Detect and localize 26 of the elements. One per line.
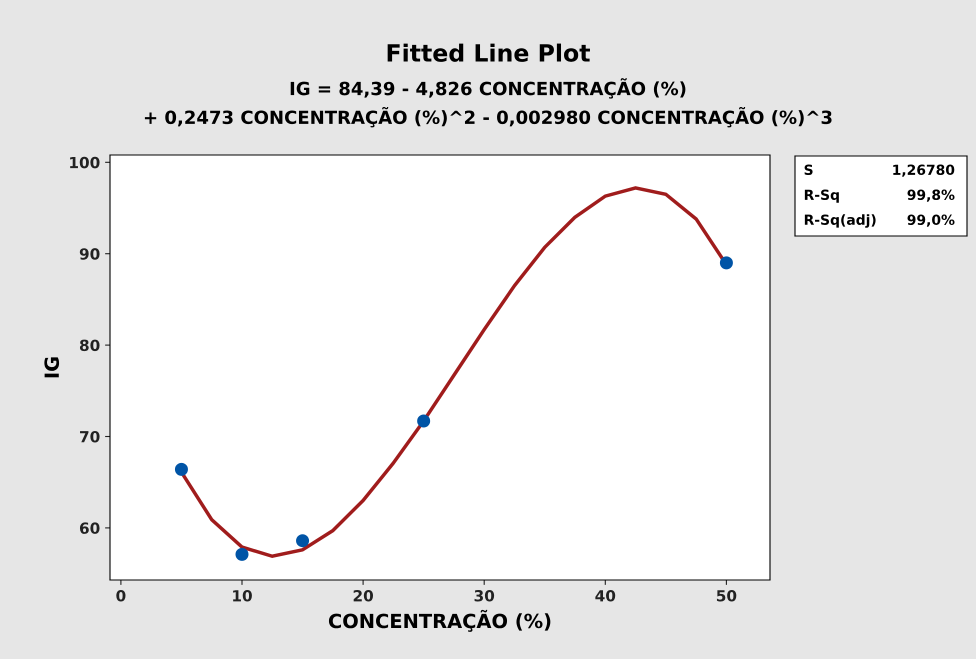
y-tick-label: 60 bbox=[80, 522, 100, 534]
y-tick-label: 90 bbox=[80, 248, 100, 260]
point bbox=[720, 256, 733, 270]
x-tick-label: 50 bbox=[716, 590, 736, 602]
point bbox=[235, 548, 249, 561]
x-tick-label: 40 bbox=[595, 590, 616, 602]
text: S bbox=[804, 164, 813, 176]
x-tick-label: 10 bbox=[233, 590, 252, 602]
point bbox=[174, 462, 188, 476]
x-tick-label: 20 bbox=[354, 590, 373, 602]
x-tick-label: 0 bbox=[116, 590, 126, 602]
point bbox=[296, 534, 310, 548]
y-tick-label: 70 bbox=[80, 430, 100, 443]
point bbox=[417, 414, 430, 428]
text: 1,26780 bbox=[893, 164, 954, 177]
text: 99,0% bbox=[907, 214, 955, 227]
y-tick-label: 80 bbox=[80, 340, 100, 352]
chart-title: Fitted Line Plot bbox=[388, 44, 590, 62]
text: 99,8% bbox=[907, 190, 955, 202]
text: R-Sq(adj) bbox=[804, 214, 876, 228]
y-tick-label: 100 bbox=[70, 156, 100, 168]
chart-subtitle: IG = 84,39 - 4,826 CONCENTRAÇÃO (%) + 0,2473 CONCENTRAÇÃO (%)^2 - 0,002980 CONCENTRAÇÃO (%)^3 bbox=[144, 78, 832, 128]
text: R-Sq bbox=[804, 190, 839, 203]
x-axis-title: CONCENTRAÇÃO (%) bbox=[328, 610, 550, 632]
y-axis-title: IG bbox=[44, 357, 60, 378]
x-tick-label: 30 bbox=[474, 590, 494, 602]
